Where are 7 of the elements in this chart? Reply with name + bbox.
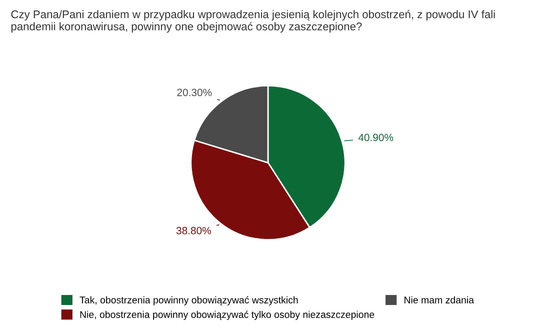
data-label: 20.30% (177, 88, 212, 96)
data-label: 40.90% (358, 134, 394, 142)
legend-label: Tak, obostrzenia powinny obowiązywać wszystkich (80, 296, 298, 306)
data-label: 38.80% (176, 226, 211, 234)
chart-title: Czy Pana/Pani zdaniem w przypadku wprowadzenia jesienią kolejnych obostrzeń, z powodu IV fali pandemii koronawirusa, powinny one obejmować osoby zaszczepione? (11, 10, 495, 33)
legend-label: Nie, obostrzenia powinny obowiązywać tylko osoby niezaszczepione (80, 310, 374, 320)
legend-label: Nie mam zdania (404, 296, 474, 304)
